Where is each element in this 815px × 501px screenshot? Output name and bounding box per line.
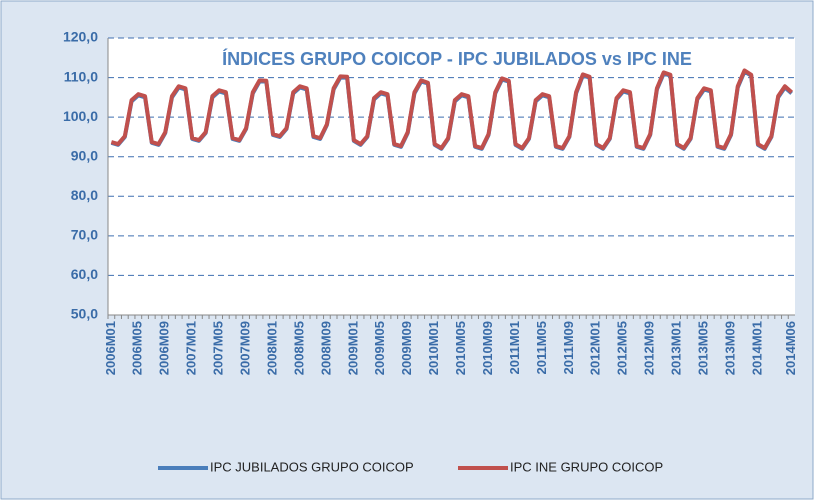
x-tick-label: 2013M09 <box>722 321 737 375</box>
y-tick-label: 80,0 <box>71 187 98 203</box>
x-tick-label: 2010M05 <box>453 321 468 375</box>
y-tick-label: 70,0 <box>71 227 98 243</box>
x-tick-label: 2011M01 <box>507 321 522 375</box>
y-tick-label: 120,0 <box>63 29 98 45</box>
x-tick-label: 2007M09 <box>238 321 253 375</box>
x-tick-label: 2009M09 <box>399 321 414 375</box>
y-tick-label: 90,0 <box>71 147 98 163</box>
x-tick-label: 2008M09 <box>318 321 333 375</box>
x-tick-label: 2012M09 <box>642 321 657 375</box>
y-tick-label: 50,0 <box>71 306 98 322</box>
x-tick-label: 2010M01 <box>426 321 441 375</box>
x-tick-label: 2014M06 <box>783 321 798 375</box>
x-tick-label: 2014M01 <box>749 321 764 375</box>
x-tick-label: 2006M01 <box>103 321 118 375</box>
plot-area <box>108 38 795 315</box>
x-tick-label: 2008M01 <box>264 321 279 375</box>
chart-title: ÍNDICES GRUPO COICOP - IPC JUBILADOS vs … <box>222 48 692 69</box>
x-tick-label: 2008M05 <box>291 321 306 375</box>
legend-label: IPC INE GRUPO COICOP <box>510 459 663 474</box>
series-line <box>110 68 793 151</box>
x-tick-label: 2011M05 <box>534 321 549 375</box>
x-tick-label: 2012M01 <box>588 321 603 375</box>
x-tick-label: 2007M01 <box>184 321 199 375</box>
x-tick-label: 2011M09 <box>561 321 576 375</box>
y-tick-label: 110,0 <box>64 68 98 84</box>
y-tick-label: 100,0 <box>63 108 98 124</box>
x-tick-label: 2009M01 <box>345 321 360 375</box>
y-tick-label: 60,0 <box>71 266 98 282</box>
x-tick-label: 2006M05 <box>130 321 145 375</box>
legend-label: IPC JUBILADOS GRUPO COICOP <box>210 459 414 474</box>
x-tick-label: 2006M09 <box>157 321 172 375</box>
x-tick-label: 2009M05 <box>372 321 387 375</box>
x-tick-label: 2010M09 <box>480 321 495 375</box>
x-tick-label: 2013M01 <box>669 321 684 375</box>
x-tick-label: 2013M05 <box>696 321 711 375</box>
x-tick-label: 2007M05 <box>211 321 226 375</box>
x-tick-label: 2012M05 <box>615 321 630 375</box>
